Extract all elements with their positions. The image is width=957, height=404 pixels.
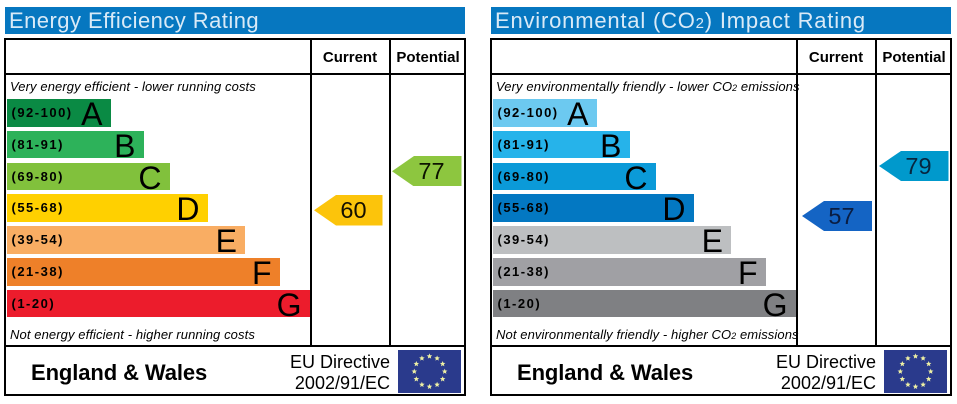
svg-text:57: 57 (828, 203, 854, 229)
svg-text:77: 77 (418, 158, 444, 184)
svg-text:79: 79 (905, 152, 931, 178)
svg-text:60: 60 (340, 197, 366, 223)
